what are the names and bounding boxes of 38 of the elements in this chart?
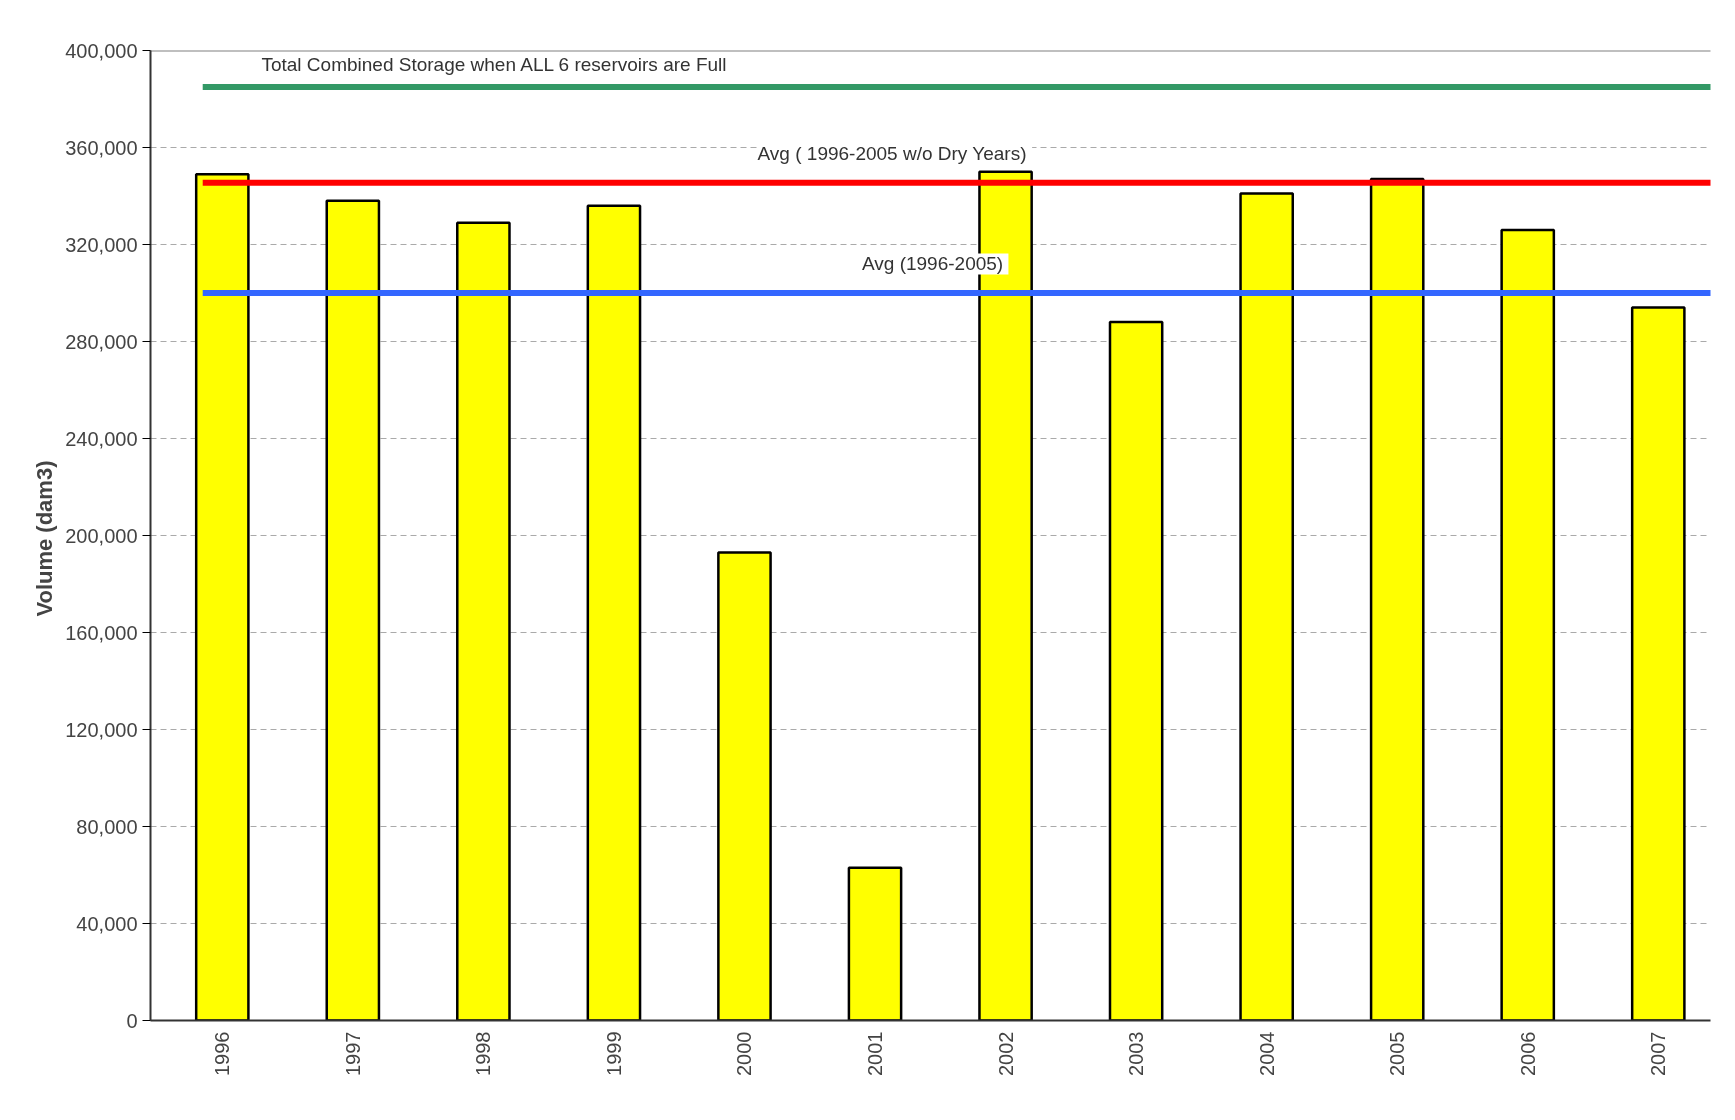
bar [1630,306,1686,1021]
y-tick-label: 400,000 [65,39,138,62]
y-tick-label: 120,000 [65,718,138,741]
y-tick-label: 320,000 [65,233,138,256]
x-tick-label: 2007 [1647,1031,1670,1076]
y-tick-label: 160,000 [65,621,138,644]
bar [586,204,642,1021]
x-tick-label: 2005 [1386,1031,1409,1076]
bar [1108,320,1164,1021]
y-tick-label: 360,000 [65,136,138,159]
ref-line-label: Total Combined Storage when ALL 6 reservoirs are Full [261,53,727,75]
y-tick-label: 240,000 [65,427,138,450]
y-tick-label: 80,000 [76,815,138,838]
x-tick-label: 1999 [602,1031,625,1076]
bar [847,866,903,1021]
x-tick-label: 1998 [472,1031,495,1076]
x-tick-label: 1997 [341,1031,364,1076]
bar [456,221,511,1021]
bar [194,172,250,1021]
x-tick-label: 2001 [864,1031,887,1076]
x-tick-label: 2006 [1516,1031,1539,1076]
bar [1369,177,1425,1021]
y-tick-label: 0 [126,1009,138,1032]
bar [325,199,381,1021]
y-axis-title: Volume (dam3) [32,460,58,617]
x-tick-label: 2003 [1125,1031,1148,1076]
x-tick-label: 2002 [994,1031,1017,1076]
y-tick-label: 280,000 [65,330,138,353]
bar [1500,228,1556,1021]
bar [717,551,772,1021]
x-tick-label: 2004 [1255,1031,1278,1076]
ref-line-label: Avg (1996-2005) [861,253,1004,275]
x-tick-label: 2000 [733,1031,756,1076]
ref-line-label: Avg ( 1996-2005 w/o Dry Years) [757,143,1027,165]
y-tick-label: 40,000 [76,912,138,935]
x-tick-label: 1996 [211,1031,234,1076]
bar [1239,192,1295,1021]
y-tick-label: 200,000 [65,524,138,547]
